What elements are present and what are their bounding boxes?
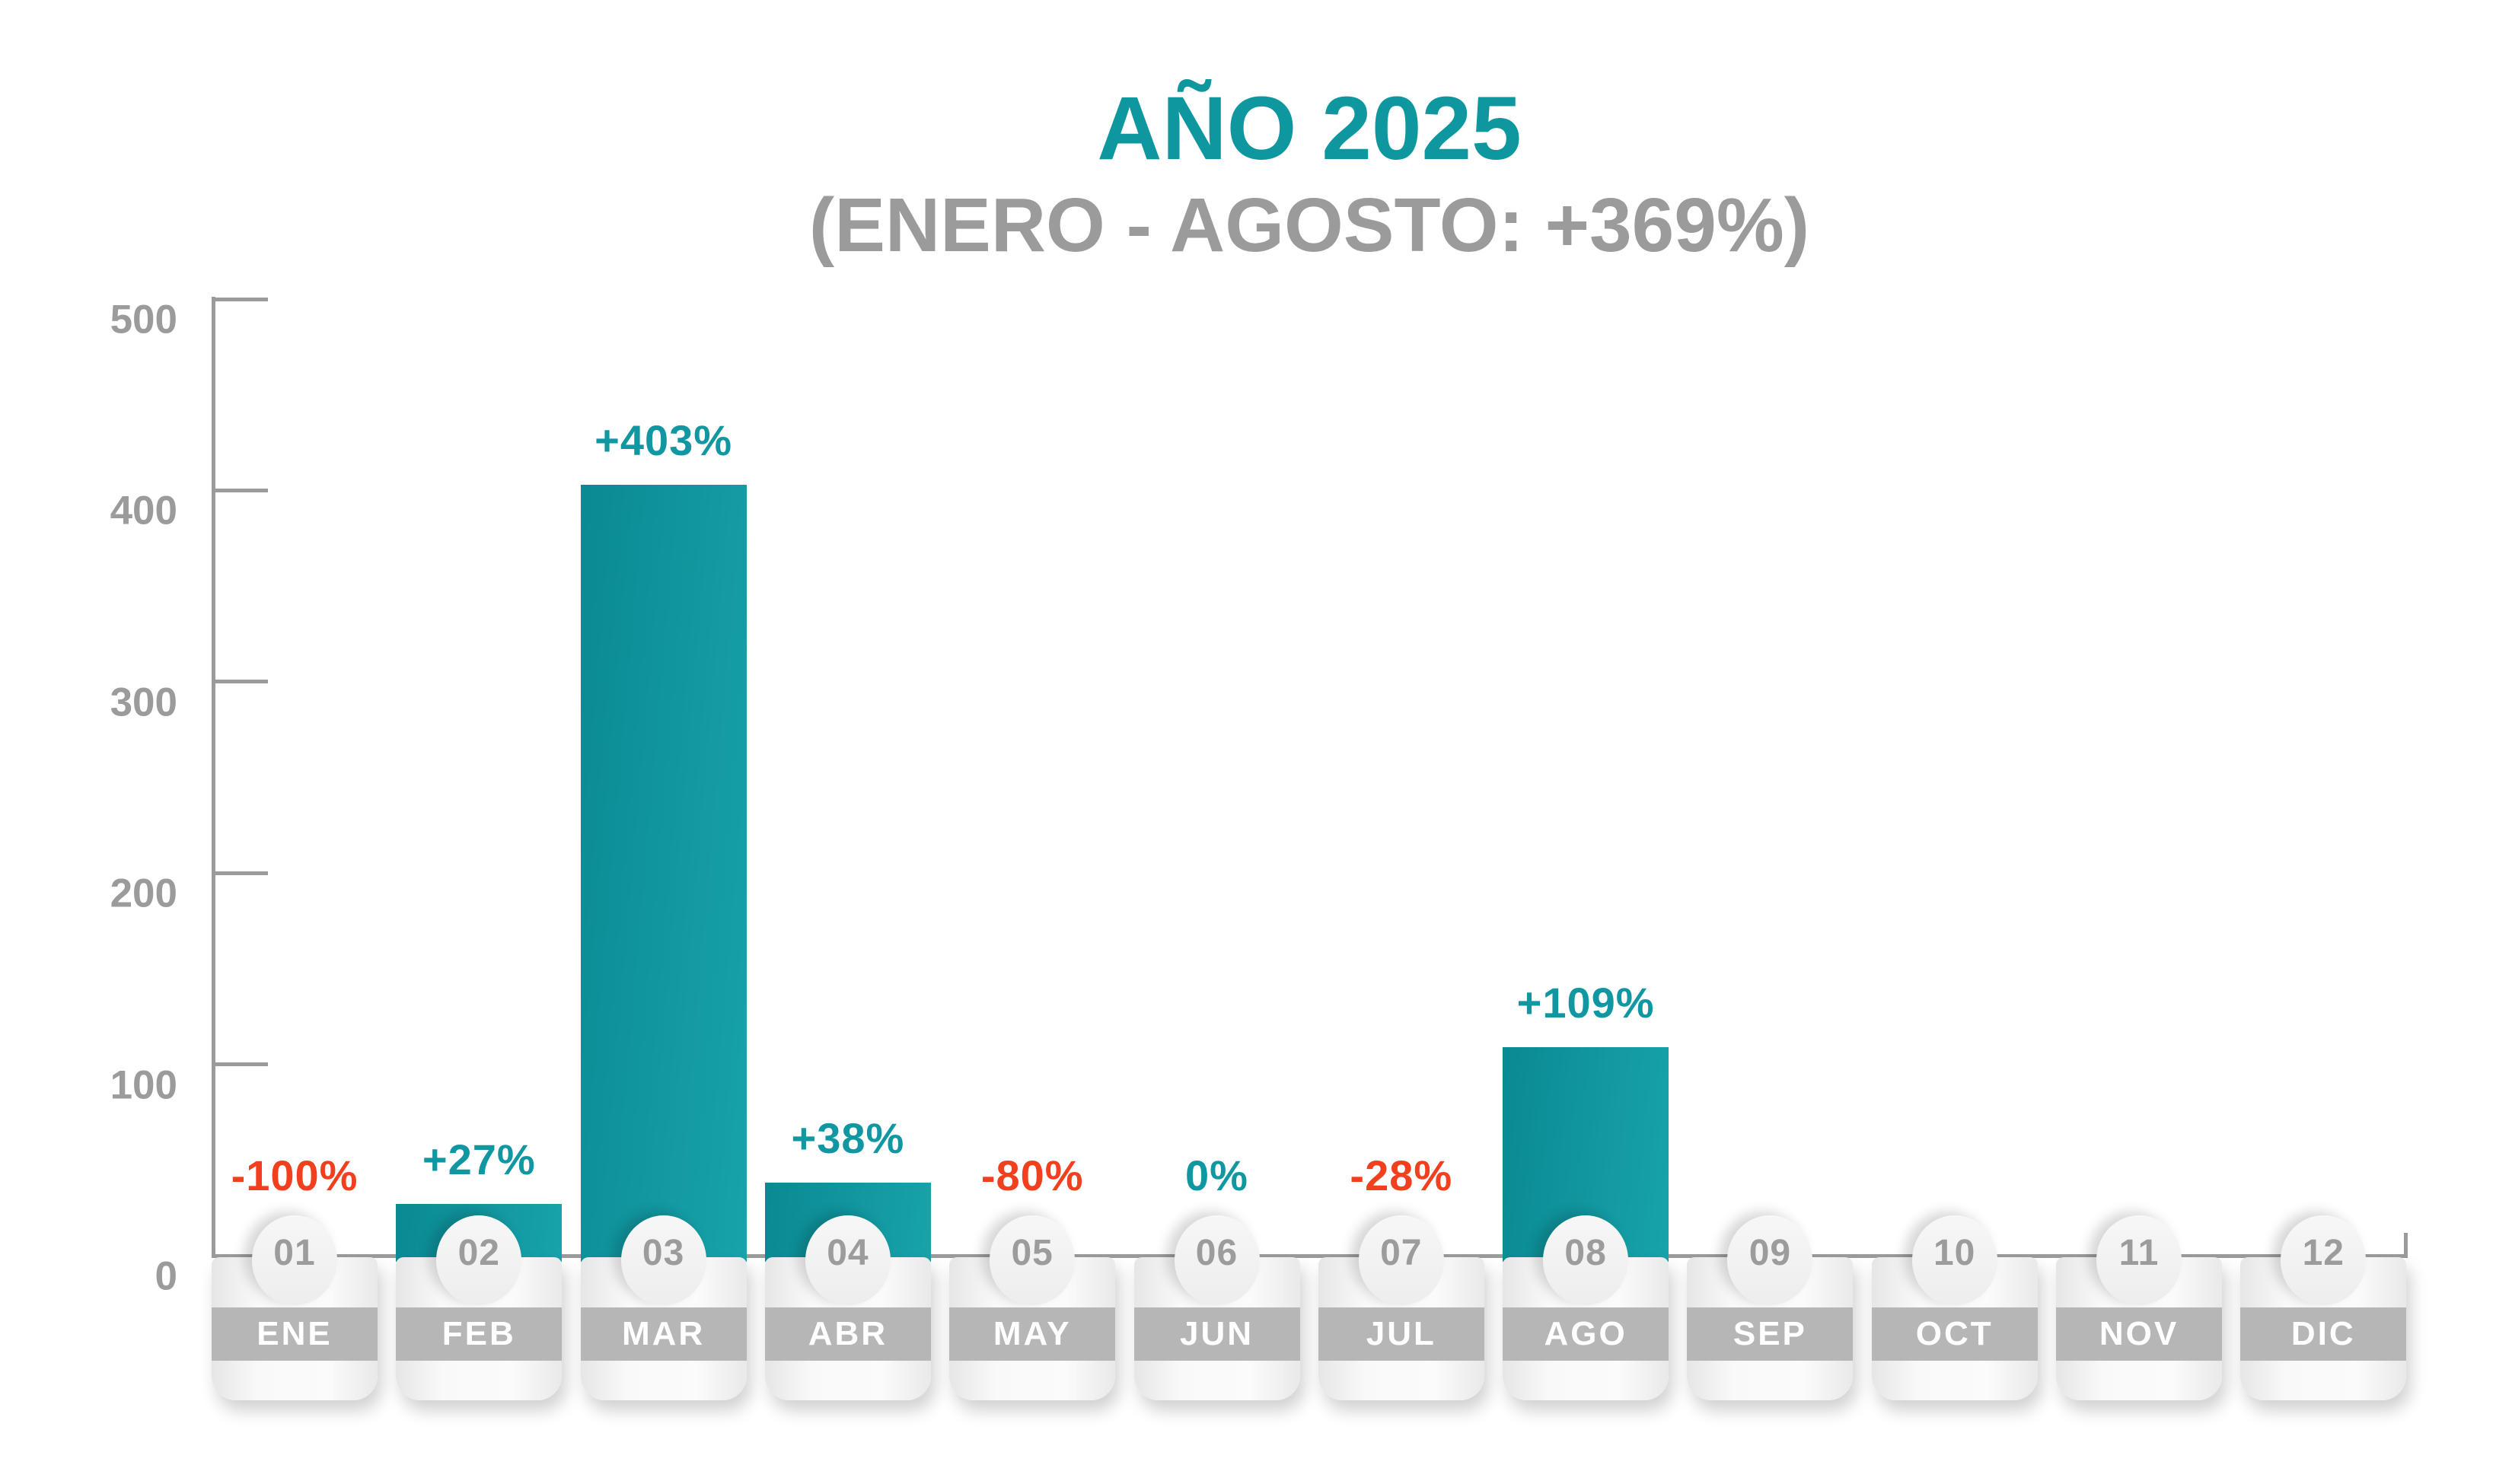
y-tick-label: 200 <box>110 871 177 916</box>
month-number-bump: 08 <box>1543 1215 1629 1305</box>
y-tick <box>213 871 268 875</box>
x-axis-end-tick <box>2404 1233 2408 1258</box>
pct-label: -100% <box>231 1151 359 1199</box>
month-tab: 11 NOV <box>2056 1215 2222 1400</box>
month-number-bump: 11 <box>2096 1215 2182 1305</box>
month-name-band: ABR <box>764 1307 931 1361</box>
month-name-band: OCT <box>1871 1307 2038 1361</box>
chart-header: AÑO 2025 (ENERO - AGOSTO: +369%) <box>213 73 2405 271</box>
month-tab: 10 OCT <box>1871 1215 2038 1400</box>
month-number-bump: 12 <box>2281 1215 2367 1305</box>
month-tab: 06 JUN <box>1133 1215 1300 1400</box>
month-name-band: FEB <box>396 1307 563 1361</box>
month-tab: 04 ABR <box>764 1215 931 1400</box>
pct-label: +109% <box>1516 978 1655 1027</box>
y-tick-label: 100 <box>110 1062 177 1108</box>
month-name-band: JUN <box>1133 1307 1300 1361</box>
month-number-bump: 02 <box>436 1215 522 1305</box>
month-tab: 07 JUL <box>1318 1215 1484 1400</box>
y-tick-label: 400 <box>110 488 177 533</box>
pct-label: -28% <box>1350 1151 1453 1199</box>
y-tick <box>213 680 268 684</box>
month-name-band: AGO <box>1503 1307 1669 1361</box>
month-number-bump: 10 <box>1911 1215 1997 1305</box>
pct-label: +38% <box>791 1114 905 1163</box>
pct-label: +27% <box>422 1135 536 1184</box>
month-tab: 01 ENE <box>212 1215 378 1400</box>
month-number-bump: 07 <box>1358 1215 1444 1305</box>
bar <box>580 484 747 1262</box>
month-tab: 08 AGO <box>1503 1215 1669 1400</box>
month-name-band: MAR <box>580 1307 747 1361</box>
y-tick-label: 500 <box>110 297 177 342</box>
y-tick-label: 0 <box>155 1253 177 1299</box>
month-tab: 02 FEB <box>396 1215 563 1400</box>
month-tab: 03 MAR <box>580 1215 747 1400</box>
month-tab: 09 SEP <box>1687 1215 1854 1400</box>
month-name-band: NOV <box>2056 1307 2222 1361</box>
month-number-bump: 03 <box>620 1215 706 1305</box>
chart-title: AÑO 2025 <box>1097 78 1522 179</box>
x-axis-line <box>212 1254 2408 1258</box>
y-tick-label: 300 <box>110 680 177 725</box>
y-axis-line <box>212 297 215 1258</box>
y-tick <box>213 297 268 301</box>
chart-subtitle: (ENERO - AGOSTO: +369%) <box>808 182 1810 268</box>
pct-label: 0% <box>1185 1151 1248 1199</box>
pct-label: -80% <box>980 1151 1084 1199</box>
month-number-bump: 04 <box>805 1215 891 1305</box>
y-tick <box>213 488 268 492</box>
pct-label: +403% <box>595 416 733 464</box>
month-tab: 12 DIC <box>2240 1215 2407 1400</box>
month-name-band: JUL <box>1318 1307 1484 1361</box>
month-name-band: MAY <box>949 1307 1116 1361</box>
month-number-bump: 06 <box>1174 1215 1260 1305</box>
month-number-bump: 09 <box>1727 1215 1813 1305</box>
month-tab: 05 MAY <box>949 1215 1116 1400</box>
y-tick <box>213 1062 268 1067</box>
month-name-band: DIC <box>2240 1307 2407 1361</box>
month-name-band: ENE <box>212 1307 378 1361</box>
month-number-bump: 01 <box>252 1215 337 1305</box>
month-name-band: SEP <box>1687 1307 1854 1361</box>
month-number-bump: 05 <box>990 1215 1076 1305</box>
